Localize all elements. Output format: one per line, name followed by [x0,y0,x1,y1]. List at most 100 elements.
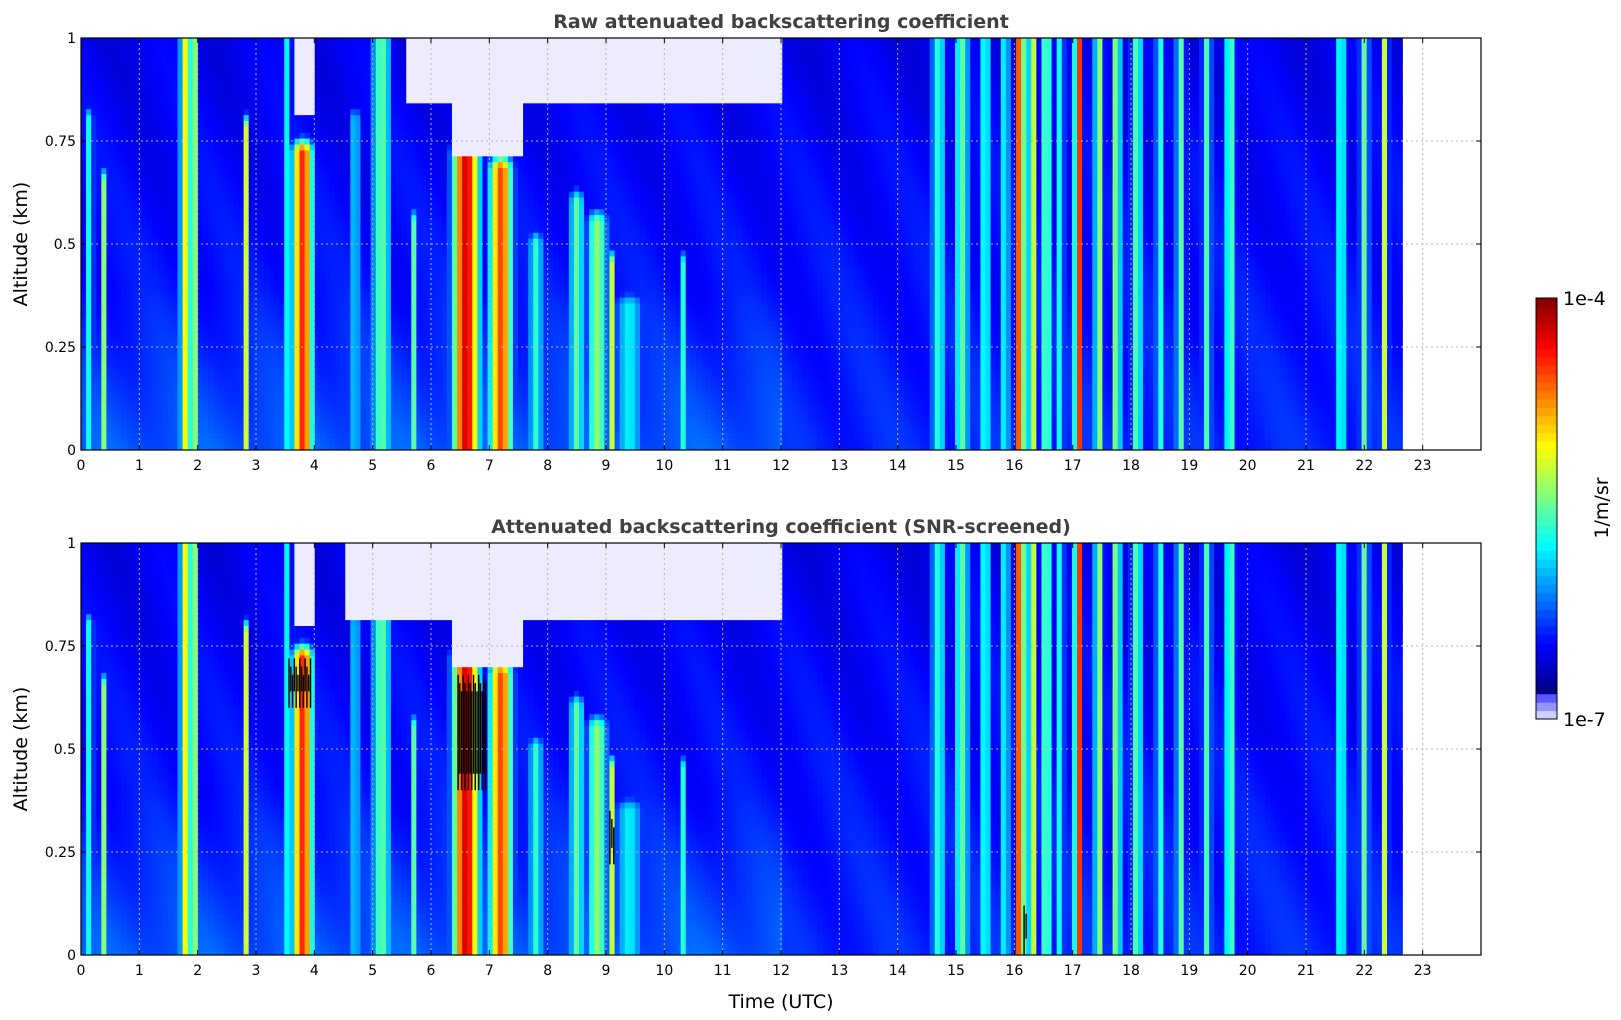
bottom-grid [81,543,1481,955]
x-tick-label: 17 [1064,963,1082,979]
x-tick-label: 4 [310,458,319,474]
x-tick-label: 12 [772,458,790,474]
bottom-heatmap-panel: Attenuated backscattering coefficient (S… [10,516,1482,1013]
x-tick-label: 19 [1180,458,1198,474]
x-tick-label: 20 [1239,458,1257,474]
x-tick-label: 6 [427,963,436,979]
x-tick-label: 11 [714,458,732,474]
x-tick-label: 12 [772,963,790,979]
x-tick-label: 10 [655,963,673,979]
top-chart-title: Raw attenuated backscattering coefficien… [553,11,1009,33]
colorbar-bin [1536,710,1557,720]
x-tick-label: 14 [889,963,907,979]
x-tick-label: 2 [193,963,202,979]
x-tick-label: 16 [1005,963,1023,979]
colorbar-bin [1536,550,1557,560]
colorbar-bin [1536,668,1557,678]
x-tick-label: 21 [1297,458,1315,474]
colorbar-bin [1536,702,1557,712]
colorbar-bin [1536,567,1557,577]
colorbar-bin [1536,390,1557,400]
x-tick-label: 7 [485,458,494,474]
x-tick-label: 5 [368,963,377,979]
y-tick-label: 0.25 [45,845,76,861]
x-tick-label: 15 [947,963,965,979]
x-tick-label: 6 [427,458,436,474]
y-tick-label: 0.25 [45,340,76,356]
colorbar-bin [1536,685,1557,695]
colorbar-bin [1536,542,1557,552]
colorbar-bin [1536,323,1557,333]
colorbar-bin [1536,432,1557,442]
colorbar-bin [1536,441,1557,451]
x-tick-label: 9 [602,963,611,979]
x-tick-label: 19 [1180,963,1198,979]
colorbar-bin [1536,500,1557,509]
colorbar-bin [1536,306,1557,316]
colorbar-bin [1536,348,1557,358]
x-tick-label: 23 [1414,963,1432,979]
colorbar-unit-label: 1/m/sr [1591,477,1613,538]
colorbar-bin [1536,449,1557,459]
colorbar-bin [1536,491,1557,501]
colorbar-max-label: 1e-4 [1563,288,1606,310]
colorbar-bin [1536,584,1557,594]
x-tick-label: 8 [543,458,552,474]
y-tick-label: 0.75 [45,134,76,150]
colorbar-bin [1536,298,1557,307]
x-tick-label: 10 [655,458,673,474]
colorbar-bin [1536,356,1557,366]
colorbar-bin [1536,382,1557,392]
x-tick-label: 21 [1297,963,1315,979]
colorbar-bin [1536,651,1557,661]
colorbar-bin [1536,676,1557,686]
colorbar-bin [1536,575,1557,585]
x-tick-label: 11 [714,963,732,979]
bottom-x-ticks: 0 1 2 3 4 5 6 7 8 9 10 11 12 13 14 15 16 17 18 19 20 21 22 23 [77,543,1432,979]
x-tick-label: 13 [830,963,848,979]
colorbar-bin [1536,373,1557,383]
top-heatmap-panel: Raw attenuated backscattering coefficien… [10,11,1482,474]
colorbar-bin [1536,365,1557,375]
colorbar-bin [1536,415,1557,425]
colorbar-bin [1536,457,1557,467]
y-tick-label: 1 [67,31,76,47]
colorbar-bin [1536,474,1557,484]
x-tick-label: 5 [368,458,377,474]
top-y-ticks: 0 0.25 0.5 0.75 1 [45,31,1481,459]
x-tick-label: 1 [135,963,144,979]
colorbar-bin [1536,609,1557,619]
colorbar-bin [1536,559,1557,568]
colorbar-gradient [1536,298,1557,720]
x-tick-label: 14 [889,458,907,474]
colorbar-bin [1536,626,1557,636]
x-tick-label: 1 [135,458,144,474]
colorbar-min-label: 1e-7 [1563,709,1606,731]
x-tick-label: 13 [830,458,848,474]
x-axis-label: Time (UTC) [727,991,833,1013]
x-tick-label: 23 [1414,458,1432,474]
colorbar-bin [1536,407,1557,417]
colorbar-bin [1536,424,1557,434]
y-tick-label: 0 [67,443,76,459]
x-tick-label: 20 [1239,963,1257,979]
x-tick-label: 15 [947,458,965,474]
x-tick-label: 7 [485,963,494,979]
x-tick-label: 18 [1122,963,1140,979]
colorbar-bin [1536,660,1557,669]
y-tick-label: 0.75 [45,639,76,655]
colorbar-bin [1536,508,1557,518]
colorbar-bin [1536,601,1557,611]
top-x-ticks: 0 1 2 3 4 5 6 7 8 9 10 11 12 13 14 15 16 17 18 19 20 21 22 23 [77,38,1432,474]
x-tick-label: 16 [1005,458,1023,474]
y-tick-label: 0.5 [54,742,76,758]
y-tick-label: 0.5 [54,237,76,253]
colorbar-bin [1536,643,1557,653]
colorbar-bin [1536,466,1557,476]
x-tick-label: 4 [310,963,319,979]
x-tick-label: 22 [1355,963,1373,979]
colorbar-bin [1536,516,1557,526]
colorbar-bin [1536,314,1557,324]
colorbar-bin [1536,525,1557,535]
